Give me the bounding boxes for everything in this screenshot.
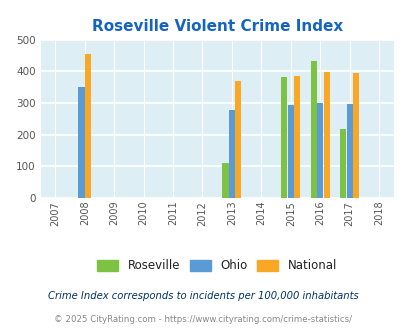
Bar — [352, 74, 358, 198]
Bar — [222, 163, 228, 198]
Bar — [310, 61, 316, 198]
Bar — [78, 87, 84, 198]
Bar — [281, 77, 287, 198]
Bar — [235, 82, 241, 198]
Bar — [287, 105, 293, 198]
Legend: Roseville, Ohio, National: Roseville, Ohio, National — [92, 254, 341, 277]
Text: © 2025 CityRating.com - https://www.cityrating.com/crime-statistics/: © 2025 CityRating.com - https://www.city… — [54, 315, 351, 324]
Bar — [346, 104, 352, 198]
Bar — [316, 103, 322, 198]
Title: Roseville Violent Crime Index: Roseville Violent Crime Index — [92, 19, 342, 34]
Bar — [294, 76, 300, 198]
Bar — [323, 72, 329, 198]
Text: Crime Index corresponds to incidents per 100,000 inhabitants: Crime Index corresponds to incidents per… — [47, 291, 358, 301]
Bar — [228, 110, 234, 198]
Bar — [85, 54, 91, 198]
Bar — [339, 129, 345, 198]
